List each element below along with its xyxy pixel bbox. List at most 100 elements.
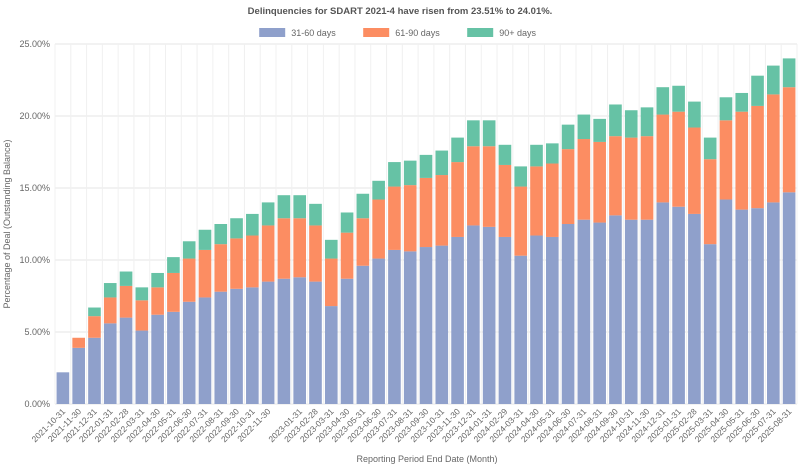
- bar-3-2025-04-30: [719, 97, 733, 121]
- bar-3-2025-05-31: [735, 92, 749, 112]
- y-axis-label: Percentage of Deal (Outstanding Balance): [2, 139, 12, 308]
- bar-3-2023-06-30: [372, 180, 385, 200]
- legend-swatch: [259, 28, 286, 37]
- bar-2-2022-03-31: [135, 300, 149, 331]
- bar-1-2021-12-31: [88, 337, 101, 404]
- bar-1-2025-06-30: [751, 208, 764, 404]
- bar-3-2025-03-31: [703, 137, 717, 160]
- bar-3-2022-03-31: [135, 287, 149, 301]
- bar-2-2025-07-31: [767, 94, 780, 203]
- bar-1-2024-07-31: [577, 219, 591, 404]
- bar-2-2022-05-31: [167, 272, 180, 312]
- chart-title: Delinquencies for SDART 2021-4 have rise…: [248, 6, 553, 17]
- bar-1-2022-07-31: [198, 297, 212, 404]
- bar-2-2024-03-31: [514, 186, 528, 256]
- bar-3-2022-02-28: [119, 271, 133, 286]
- bar-1-2025-02-28: [688, 213, 701, 404]
- bar-2-2022-01-31: [103, 297, 117, 324]
- bar-1-2023-08-31: [403, 251, 417, 404]
- y-tick-label: 25.00%: [19, 39, 50, 49]
- bar-2-2025-03-31: [703, 159, 717, 245]
- bar-3-2024-04-30: [530, 144, 543, 167]
- bar-1-2023-07-31: [388, 249, 401, 404]
- bar-1-2022-02-28: [119, 317, 133, 404]
- bar-1-2024-05-31: [545, 236, 559, 404]
- grid-lines: [54, 43, 798, 405]
- bar-1-2025-08-31: [782, 192, 796, 404]
- bar-2-2022-11-30: [261, 225, 275, 282]
- bar-2-2023-03-31: [324, 258, 338, 307]
- bar-2-2025-05-31: [735, 111, 749, 210]
- bar-3-2022-06-30: [182, 241, 196, 259]
- bar-1-2022-05-31: [167, 311, 180, 404]
- bar-3-2022-05-31: [167, 257, 180, 273]
- bar-3-2024-12-31: [656, 87, 670, 115]
- bar-3-2023-04-30: [340, 212, 354, 233]
- x-axis-label: Reporting Period End Date (Month): [356, 454, 497, 464]
- bar-1-2023-06-30: [372, 258, 385, 404]
- bar-3-2024-10-31: [624, 110, 638, 138]
- bar-3-2022-08-31: [214, 224, 228, 245]
- bar-2-2021-12-31: [88, 316, 101, 338]
- bar-3-2025-07-31: [767, 65, 780, 95]
- bar-1-2024-02-29: [498, 236, 512, 404]
- bar-2-2024-09-30: [609, 136, 622, 216]
- legend-swatch: [467, 28, 494, 37]
- bar-2-2023-08-31: [403, 185, 417, 252]
- bar-1-2021-11-30: [72, 347, 85, 404]
- legend-label: 61-90 days: [395, 28, 440, 38]
- bar-2-2025-02-28: [688, 127, 701, 214]
- bar-3-2022-12-31: [277, 195, 291, 219]
- bar-3-2024-02-29: [498, 144, 512, 165]
- bar-2-2023-02-28: [309, 225, 322, 282]
- bar-2-2022-10-31: [246, 235, 259, 288]
- bar-1-2024-12-31: [656, 202, 670, 404]
- bar-1-2024-08-31: [593, 222, 606, 404]
- bar-1-2022-01-31: [103, 323, 117, 404]
- bar-1-2024-09-30: [609, 215, 622, 404]
- bar-1-2023-04-30: [340, 278, 354, 404]
- bar-2-2024-06-30: [561, 149, 575, 224]
- bar-1-2021-10-31: [56, 372, 70, 404]
- bar-2-2022-08-31: [214, 244, 228, 292]
- bar-1-2024-06-30: [561, 224, 575, 404]
- bar-3-2023-03-31: [324, 239, 338, 259]
- y-tick-label: 5.00%: [24, 327, 50, 337]
- bar-1-2022-10-31: [246, 287, 259, 404]
- legend-item: 61-90 days: [363, 28, 440, 38]
- bar-3-2025-06-30: [751, 75, 764, 106]
- bar-1-2025-05-31: [735, 209, 749, 404]
- bar-1-2024-01-31: [482, 226, 496, 404]
- bar-2-2022-12-31: [277, 218, 291, 279]
- bar-3-2024-07-31: [577, 114, 591, 140]
- bar-1-2023-05-31: [356, 265, 370, 404]
- bar-1-2024-10-31: [624, 219, 638, 404]
- bar-3-2021-12-31: [88, 307, 101, 317]
- bar-3-2023-01-31: [293, 195, 307, 219]
- y-tick-label: 0.00%: [24, 399, 50, 409]
- bar-3-2024-03-31: [514, 166, 528, 187]
- bar-3-2023-11-30: [451, 137, 464, 163]
- bar-2-2023-04-30: [340, 232, 354, 279]
- bar-2-2024-07-31: [577, 139, 591, 220]
- bar-3-2023-02-28: [309, 203, 322, 226]
- legend-label: 31-60 days: [291, 28, 336, 38]
- bar-1-2023-11-30: [451, 236, 464, 404]
- bar-3-2024-01-31: [482, 120, 496, 147]
- legend-swatch: [363, 28, 390, 37]
- legend-item: 31-60 days: [259, 28, 336, 38]
- legend-label: 90+ days: [499, 28, 536, 38]
- bar-2-2024-11-30: [640, 136, 654, 220]
- bar-1-2023-01-31: [293, 277, 307, 404]
- legend: 31-60 days 61-90 days 90+ days: [259, 28, 536, 38]
- bar-2-2022-04-30: [151, 287, 164, 315]
- bar-1-2022-08-31: [214, 291, 228, 404]
- bar-1-2022-06-30: [182, 301, 196, 404]
- bar-2-2022-06-30: [182, 258, 196, 302]
- y-axis-ticks: 0.00% 5.00% 10.00% 15.00% 20.00% 25.00%: [19, 39, 50, 409]
- bar-3-2025-02-28: [688, 101, 701, 128]
- bar-2-2023-06-30: [372, 199, 385, 259]
- bar-2-2024-12-31: [656, 114, 670, 203]
- bar-1-2023-09-30: [419, 247, 433, 404]
